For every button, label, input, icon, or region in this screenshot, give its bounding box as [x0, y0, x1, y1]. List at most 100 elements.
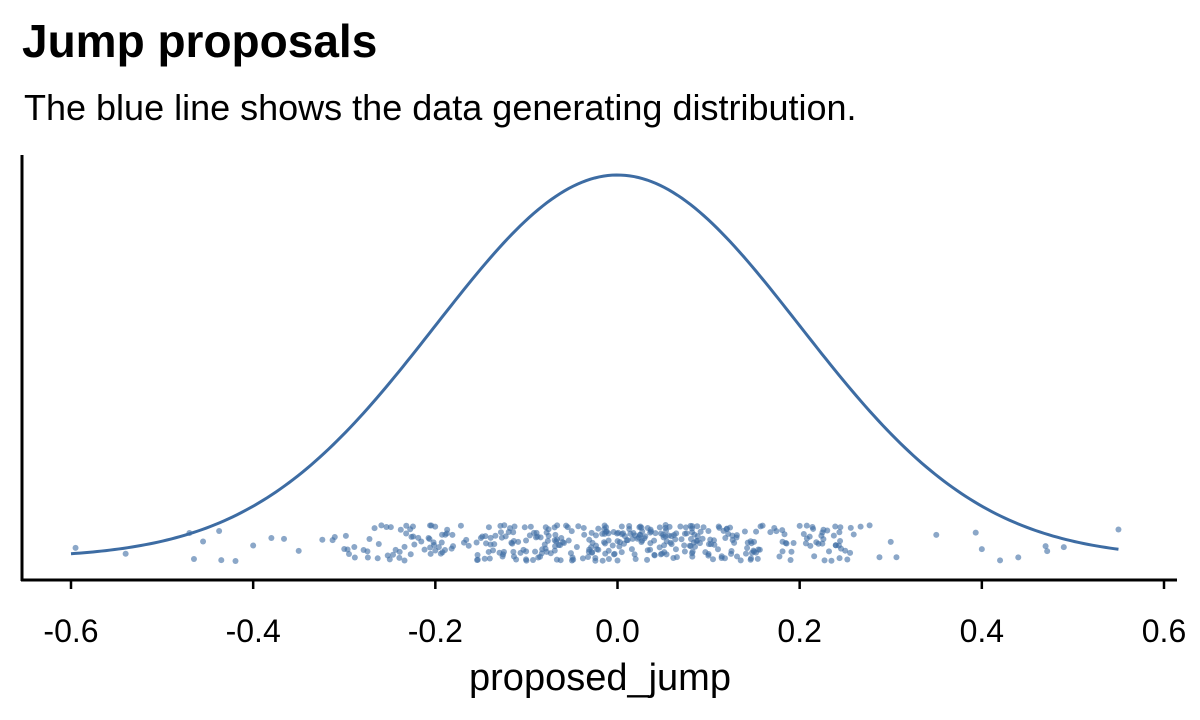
data-point — [828, 557, 835, 564]
x-tick-label: -0.4 — [226, 613, 281, 649]
data-point — [553, 538, 560, 545]
data-point — [847, 524, 854, 531]
data-point — [559, 539, 566, 546]
data-point — [521, 524, 528, 531]
data-point — [483, 540, 490, 547]
data-point — [815, 540, 822, 547]
data-point — [426, 536, 433, 543]
data-point — [836, 529, 843, 536]
data-point — [585, 553, 592, 560]
data-point — [345, 551, 352, 558]
data-point — [837, 537, 844, 544]
data-point — [677, 523, 684, 530]
data-point — [487, 534, 494, 541]
data-point — [190, 555, 197, 562]
data-point — [543, 529, 550, 536]
data-point — [857, 523, 864, 530]
data-point — [614, 557, 621, 564]
data-point — [790, 539, 797, 546]
data-point — [565, 537, 572, 544]
data-point — [635, 534, 642, 541]
data-point — [803, 522, 810, 529]
data-point — [592, 542, 599, 549]
data-point — [532, 548, 539, 555]
data-point — [383, 523, 390, 530]
data-point — [592, 532, 599, 539]
data-point — [800, 531, 807, 538]
data-point — [538, 550, 545, 557]
data-point — [694, 533, 701, 540]
data-point — [1042, 543, 1049, 550]
data-point — [779, 548, 786, 555]
data-point — [753, 549, 760, 556]
data-point — [803, 535, 810, 542]
data-point — [599, 557, 606, 564]
x-tick-label: 0.0 — [595, 613, 639, 649]
data-point — [629, 535, 636, 542]
data-point — [744, 544, 751, 551]
data-point — [474, 556, 481, 563]
density-curve — [70, 173, 1119, 556]
data-point — [342, 532, 349, 539]
data-point — [601, 530, 608, 537]
data-point — [428, 522, 435, 529]
data-point — [486, 555, 493, 562]
data-point — [387, 524, 394, 531]
data-point — [581, 531, 588, 538]
data-point — [811, 553, 818, 560]
data-point — [844, 556, 851, 563]
data-point — [697, 528, 704, 535]
data-point — [723, 526, 730, 533]
data-point — [733, 534, 740, 541]
data-point — [830, 532, 837, 539]
data-point — [527, 523, 534, 530]
data-point — [552, 531, 559, 538]
data-point — [825, 548, 832, 555]
data-point — [616, 543, 623, 550]
data-point — [667, 539, 674, 546]
data-point — [670, 554, 677, 561]
data-point — [821, 557, 828, 564]
data-point — [754, 555, 761, 562]
data-point — [200, 538, 207, 545]
chart-subtitle: The blue line shows the data generating … — [24, 87, 857, 128]
data-point — [510, 548, 517, 555]
data-point — [319, 536, 326, 543]
data-point — [657, 551, 664, 558]
data-point — [836, 555, 843, 562]
data-point — [767, 529, 774, 536]
data-point — [1044, 548, 1051, 555]
data-point — [396, 554, 403, 561]
data-point — [502, 533, 509, 540]
data-point — [457, 522, 464, 529]
data-point — [281, 535, 288, 542]
data-point — [552, 543, 559, 550]
data-point — [437, 550, 444, 557]
data-point — [866, 522, 873, 529]
data-point — [618, 549, 625, 556]
data-point — [807, 542, 814, 549]
data-point — [742, 550, 749, 557]
data-point — [1115, 526, 1122, 533]
data-point — [751, 538, 758, 545]
data-point — [485, 548, 492, 555]
data-point — [497, 529, 504, 536]
data-point — [430, 539, 437, 546]
data-point — [216, 527, 223, 534]
data-point — [709, 556, 716, 563]
data-point — [714, 546, 721, 553]
data-point — [374, 555, 381, 562]
data-point — [499, 553, 506, 560]
data-point — [595, 525, 602, 532]
data-point — [568, 528, 575, 535]
data-point — [580, 524, 587, 531]
data-point — [603, 524, 610, 531]
data-point — [371, 525, 378, 532]
data-point — [492, 532, 499, 539]
data-point — [632, 556, 639, 563]
data-point — [295, 547, 302, 554]
data-point — [626, 525, 633, 532]
data-point — [570, 556, 577, 563]
x-tick-label: 0.6 — [1142, 613, 1186, 649]
data-point — [390, 551, 397, 558]
